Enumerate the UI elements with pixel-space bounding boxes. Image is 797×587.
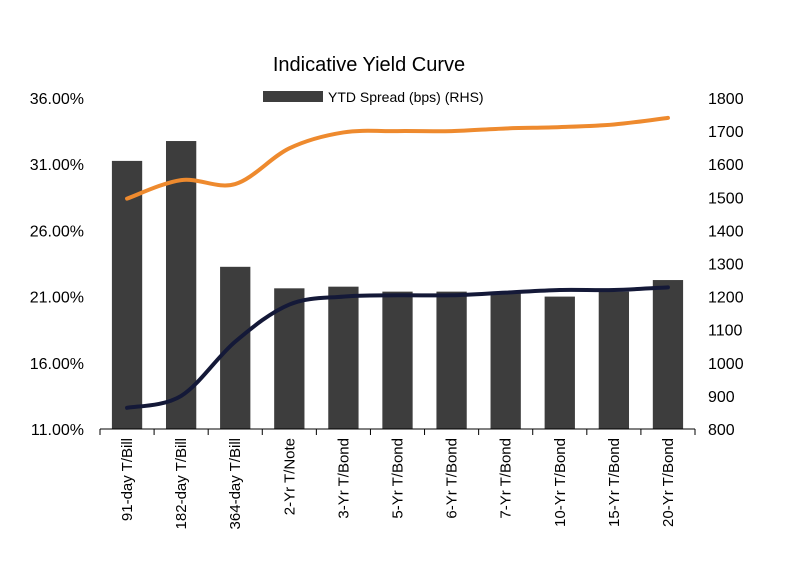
line-series-1 xyxy=(125,115,670,201)
chart-title: Indicative Yield Curve xyxy=(273,54,465,76)
right-tick-label: 1800 xyxy=(708,91,744,108)
bar-series xyxy=(111,141,684,429)
x-tick-label: 10-Yr T/Bond xyxy=(552,438,569,527)
legend: YTD Spread (bps) (RHS) xyxy=(263,89,484,105)
right-tick-label: 1200 xyxy=(708,290,744,307)
line-series-2 xyxy=(125,285,670,410)
x-tick-label: 7-Yr T/Bond xyxy=(498,438,515,519)
left-tick-label: 36.00% xyxy=(30,91,84,108)
bar xyxy=(220,266,251,429)
bar xyxy=(165,141,197,429)
left-tick-label: 21.00% xyxy=(30,290,84,307)
legend-swatch-bar xyxy=(263,91,323,102)
left-tick-label: 31.00% xyxy=(30,157,84,174)
left-tick-label: 26.00% xyxy=(30,223,84,240)
right-tick-label: 1500 xyxy=(708,190,744,207)
x-tick-label: 15-Yr T/Bond xyxy=(606,438,623,527)
right-tick-label: 1300 xyxy=(708,257,744,274)
left-tick-label: 11.00% xyxy=(31,422,84,439)
x-tick-label: 182-day T/Bill xyxy=(173,438,190,529)
right-tick-label: 1400 xyxy=(708,223,744,240)
bar xyxy=(490,293,521,429)
x-tick-label: 5-Yr T/Bond xyxy=(390,438,407,519)
right-tick-label: 1100 xyxy=(708,323,743,340)
x-tick-label: 6-Yr T/Bond xyxy=(444,438,461,519)
x-axis-labels: 91-day T/Bill 182-day T/Bill 364-day T/Bil… xyxy=(119,438,677,529)
line-series-group xyxy=(125,115,670,410)
bar xyxy=(111,160,143,429)
bar xyxy=(652,280,684,429)
bar xyxy=(544,296,575,429)
right-tick-label: 900 xyxy=(708,389,735,406)
right-tick-label: 1700 xyxy=(708,124,744,141)
x-tick-label: 364-day T/Bill xyxy=(227,438,244,529)
left-tick-label: 16.00% xyxy=(30,356,84,373)
right-tick-label: 1000 xyxy=(708,356,744,373)
right-axis-labels: 800 900 1000 1100 1200 1300 1400 1500 1600 1700 18… xyxy=(708,91,744,439)
legend-label: YTD Spread (bps) (RHS) xyxy=(328,89,484,105)
x-tick-label: 3-Yr T/Bond xyxy=(335,438,352,519)
x-tick-label: 20-Yr T/Bond xyxy=(660,438,677,527)
x-axis-ticks xyxy=(99,429,696,435)
x-tick-label: 91-day T/Bill xyxy=(119,438,136,521)
bar xyxy=(598,291,630,429)
bar xyxy=(328,286,359,429)
right-tick-label: 800 xyxy=(708,422,735,439)
right-tick-label: 1600 xyxy=(708,157,744,174)
left-axis-labels: 11.00% 16.00% 21.00% 26.00% 31.00% 36.00% xyxy=(30,91,84,439)
bar xyxy=(436,291,467,429)
bar xyxy=(382,291,413,429)
x-tick-label: 2-Yr T/Note xyxy=(281,438,298,515)
